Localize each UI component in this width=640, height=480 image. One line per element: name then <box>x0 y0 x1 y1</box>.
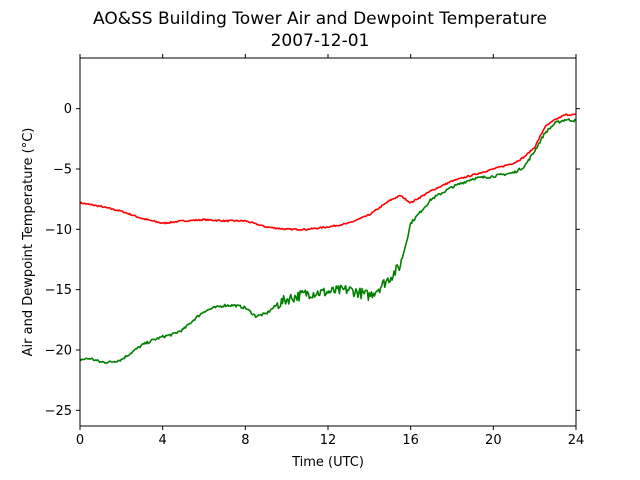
x-tick-label: 16 <box>402 433 419 448</box>
y-ticks: −25 −20 −15 −10 −5 0 <box>45 102 580 419</box>
chart-title: AO&SS Building Tower Air and Dewpoint Te… <box>93 9 547 29</box>
y-axis-label: Air and Dewpoint Temperature (°C) <box>21 128 36 357</box>
chart-subtitle: 2007-12-01 <box>271 31 370 51</box>
x-tick-label: 12 <box>320 433 337 448</box>
y-tick-label: −15 <box>45 283 72 298</box>
x-tick-label: 8 <box>241 433 249 448</box>
y-tick-label: −25 <box>45 404 72 419</box>
y-tick-label: −5 <box>53 163 72 178</box>
x-tick-label: 0 <box>76 433 84 448</box>
plot-area: 0 4 8 12 16 20 24 −25 −20 −15 −10 −5 0 <box>45 54 584 448</box>
plot-frame <box>79 57 577 427</box>
x-tick-label: 24 <box>568 433 585 448</box>
series-layer <box>79 113 577 364</box>
x-tick-label: 4 <box>159 433 167 448</box>
series-line-1 <box>79 113 576 231</box>
y-tick-label: −10 <box>45 223 72 238</box>
y-tick-label: 0 <box>64 102 72 117</box>
x-ticks: 0 4 8 12 16 20 24 <box>76 54 584 448</box>
x-axis-label: Time (UTC) <box>291 455 364 470</box>
series-line-2 <box>79 118 577 364</box>
y-tick-label: −20 <box>45 343 72 358</box>
x-tick-label: 20 <box>485 433 502 448</box>
